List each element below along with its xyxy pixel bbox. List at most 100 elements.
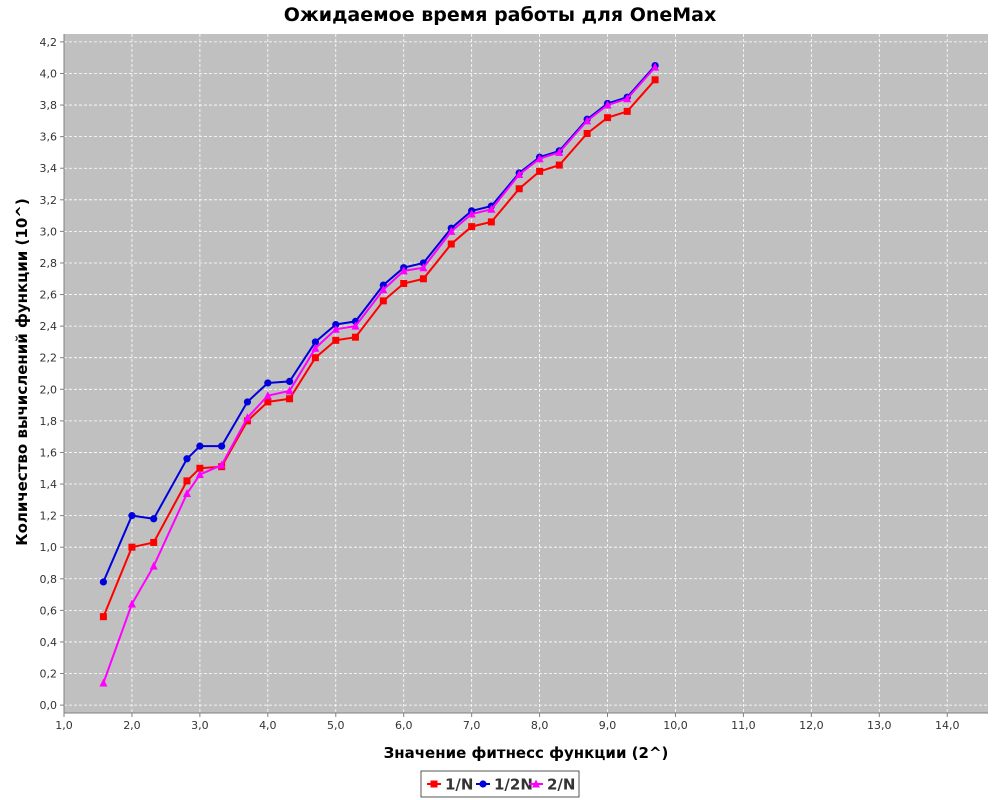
data-point bbox=[218, 442, 226, 450]
data-point bbox=[182, 489, 191, 498]
data-point bbox=[286, 395, 294, 403]
data-point bbox=[351, 321, 360, 330]
data-point bbox=[603, 100, 612, 109]
legend-label: 1/2N bbox=[494, 776, 533, 794]
x-tick-label: 9,0 bbox=[599, 719, 617, 732]
y-tick-label: 0,2 bbox=[40, 668, 58, 681]
legend-item: 1/N bbox=[427, 776, 473, 794]
y-tick-label: 0,6 bbox=[40, 604, 58, 617]
data-point bbox=[583, 116, 592, 125]
data-point bbox=[487, 204, 496, 213]
data-point bbox=[285, 377, 294, 385]
data-point bbox=[149, 561, 158, 570]
data-point bbox=[604, 114, 612, 122]
data-point bbox=[99, 578, 108, 586]
data-point bbox=[196, 442, 204, 450]
y-axis-label: Количество вычислений функции (10^) bbox=[13, 198, 31, 545]
series-2 bbox=[99, 62, 660, 687]
x-tick-label: 12,0 bbox=[799, 719, 824, 732]
x-tick-label: 8,0 bbox=[531, 719, 549, 732]
data-point bbox=[467, 209, 476, 218]
y-tick-label: 2,2 bbox=[40, 352, 58, 365]
data-point bbox=[419, 275, 427, 283]
y-tick-label: 2,4 bbox=[40, 320, 58, 333]
x-tick-label: 5,0 bbox=[327, 719, 345, 732]
data-point bbox=[128, 543, 136, 551]
y-tick-label: 2,8 bbox=[40, 257, 58, 270]
data-point bbox=[555, 161, 563, 169]
data-point bbox=[351, 333, 359, 341]
legend-marker bbox=[532, 779, 540, 788]
data-point bbox=[243, 398, 252, 406]
x-tick-label: 7,0 bbox=[463, 719, 481, 732]
data-point bbox=[99, 613, 107, 621]
legend-marker bbox=[430, 780, 438, 788]
data-point bbox=[536, 167, 544, 175]
data-point bbox=[651, 62, 660, 71]
legend-marker bbox=[479, 780, 487, 788]
y-tick-label: 0,4 bbox=[40, 636, 58, 649]
data-point bbox=[183, 477, 191, 485]
data-point bbox=[419, 263, 428, 272]
x-tick-label: 6,0 bbox=[395, 719, 413, 732]
y-tick-label: 4,2 bbox=[40, 36, 58, 49]
data-point bbox=[285, 386, 294, 395]
axes: 1,0 2,0 3,0 4,0 5,0 6,0 7,0 8,0 9,0 10,0 11,0 12,0 1… bbox=[40, 34, 988, 732]
chart-title: Ожидаемое время работы для OneMax bbox=[284, 4, 717, 26]
data-point bbox=[583, 129, 591, 137]
data-point bbox=[515, 170, 524, 179]
x-tick-label: 13,0 bbox=[867, 719, 892, 732]
data-point bbox=[379, 297, 387, 305]
legend-label: 1/N bbox=[445, 776, 473, 794]
x-tick-label: 2,0 bbox=[123, 719, 141, 732]
y-tick-label: 3,6 bbox=[40, 131, 58, 144]
data-point bbox=[243, 413, 252, 422]
legend-item: 1/2N bbox=[476, 776, 533, 794]
y-tick-label: 4,0 bbox=[40, 67, 58, 80]
data-point bbox=[128, 512, 136, 520]
y-tick-label: 1,4 bbox=[40, 478, 58, 491]
data-point bbox=[195, 470, 204, 479]
plot-area bbox=[64, 34, 988, 713]
data-point bbox=[623, 94, 632, 103]
data-point bbox=[150, 538, 158, 546]
data-point bbox=[183, 455, 191, 463]
x-tick-label: 11,0 bbox=[731, 719, 756, 732]
data-point bbox=[217, 460, 226, 469]
data-point bbox=[331, 324, 340, 333]
legend-label: 2/N bbox=[547, 776, 575, 794]
y-tick-label: 2,6 bbox=[40, 289, 58, 302]
data-point bbox=[332, 320, 340, 329]
grid bbox=[63, 34, 988, 713]
data-point bbox=[447, 226, 456, 235]
data-point bbox=[515, 185, 523, 193]
y-tick-label: 0,0 bbox=[40, 699, 58, 712]
data-point bbox=[487, 218, 495, 226]
data-point bbox=[651, 76, 659, 84]
data-point bbox=[196, 464, 204, 472]
data-point bbox=[535, 154, 544, 163]
series-0 bbox=[99, 76, 659, 621]
data-point bbox=[332, 336, 340, 344]
data-point bbox=[400, 279, 408, 287]
y-tick-label: 0,8 bbox=[40, 573, 58, 586]
data-point bbox=[127, 599, 136, 608]
x-tick-label: 1,0 bbox=[55, 719, 73, 732]
y-tick-label: 1,8 bbox=[40, 415, 58, 428]
y-tick-label: 3,8 bbox=[40, 99, 58, 112]
x-tick-label: 4,0 bbox=[259, 719, 277, 732]
data-point bbox=[379, 285, 388, 294]
x-tick-label: 3,0 bbox=[191, 719, 209, 732]
data-point bbox=[311, 343, 320, 352]
y-tick-label: 1,6 bbox=[40, 446, 58, 459]
y-tick-label: 3,2 bbox=[40, 194, 58, 207]
y-tick-label: 3,4 bbox=[40, 162, 58, 175]
data-point bbox=[468, 223, 476, 231]
data-point bbox=[311, 354, 319, 362]
data-point bbox=[623, 107, 631, 115]
data-point bbox=[555, 147, 564, 156]
x-axis-label: Значение фитнесс функции (2^) bbox=[384, 744, 669, 762]
y-tick-label: 1,0 bbox=[40, 541, 58, 554]
data-point bbox=[264, 379, 272, 387]
